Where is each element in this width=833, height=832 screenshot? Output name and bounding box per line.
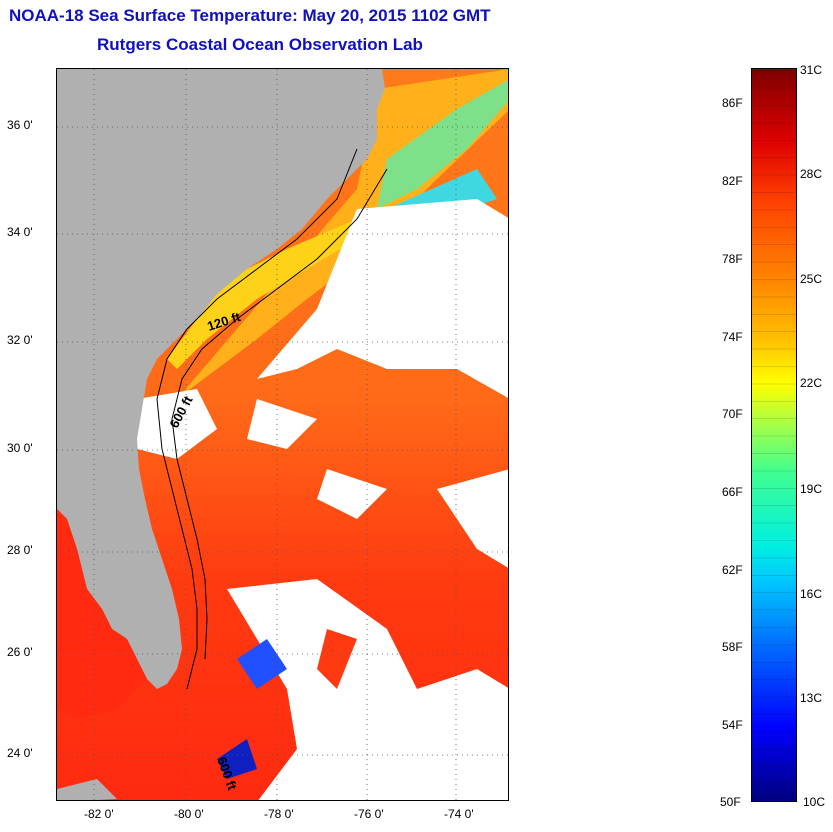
land-mass [57, 69, 385, 689]
map-title: NOAA-18 Sea Surface Temperature: May 20,… [9, 6, 491, 25]
lat-label: 30 0' [7, 441, 33, 455]
lon-label: -82 0' [84, 807, 114, 821]
cloud-cover-south [227, 579, 508, 800]
colorbar-f-label: 62F [722, 563, 743, 577]
map-subtitle: Rutgers Coastal Ocean Observation Lab [97, 35, 423, 54]
colorbar-c-label: 13C [800, 691, 823, 705]
sst-map: 120 ft 600 ft 600 ft [56, 68, 509, 801]
cloud-patch-1 [247, 399, 317, 449]
colorbar-f-label: 50F [720, 795, 741, 809]
contour-120ft [156, 148, 358, 690]
cloud-patch-2 [317, 469, 387, 519]
lon-label: -78 0' [264, 807, 294, 821]
colorbar-c-label: 10C [803, 795, 826, 809]
cool-water-north [377, 80, 508, 209]
warm-patch-south [317, 629, 357, 689]
cool-patch-bahamas [237, 639, 287, 689]
colorbar-c-label: 31C [800, 63, 823, 77]
colorbar-f-label: 66F [722, 485, 743, 499]
coastal-band [167, 209, 387, 369]
colorbar-f-label: 86F [722, 96, 743, 110]
colorbar-f-label: 54F [722, 718, 743, 732]
gulf-water [57, 509, 147, 719]
cool-patch-south [217, 739, 257, 779]
land-south [57, 779, 117, 800]
colorbar-f-label: 58F [722, 640, 743, 654]
lat-label: 32 0' [7, 333, 33, 347]
sst-map-svg: 120 ft 600 ft 600 ft [57, 69, 508, 800]
colorbar-c-label: 28C [800, 167, 823, 181]
lat-label: 36 0' [7, 118, 33, 132]
colorbar-c-label: 16C [800, 587, 823, 601]
colorbar-f-label: 78F [722, 252, 743, 266]
colorbar-f-label: 82F [722, 174, 743, 188]
lat-label: 26 0' [7, 645, 33, 659]
lat-label: 34 0' [7, 225, 33, 239]
cloud-cover-north [257, 199, 508, 398]
colorbar-c-label: 22C [800, 376, 823, 390]
colorbar-f-label: 74F [722, 330, 743, 344]
temperature-colorbar [751, 68, 797, 802]
graticule [57, 69, 508, 800]
colorbar-c-label: 25C [800, 272, 823, 286]
lon-label: -74 0' [444, 807, 474, 821]
lat-label: 28 0' [7, 543, 33, 557]
colorbar-f-label: 70F [722, 407, 743, 421]
contour-600ft [171, 168, 388, 660]
lat-label: 24 0' [7, 746, 33, 760]
colorbar-c-label: 19C [800, 482, 823, 496]
cloud-cover-west [137, 389, 217, 459]
lon-label: -76 0' [354, 807, 384, 821]
lon-label: -80 0' [174, 807, 204, 821]
cloud-patch-3 [437, 469, 508, 568]
